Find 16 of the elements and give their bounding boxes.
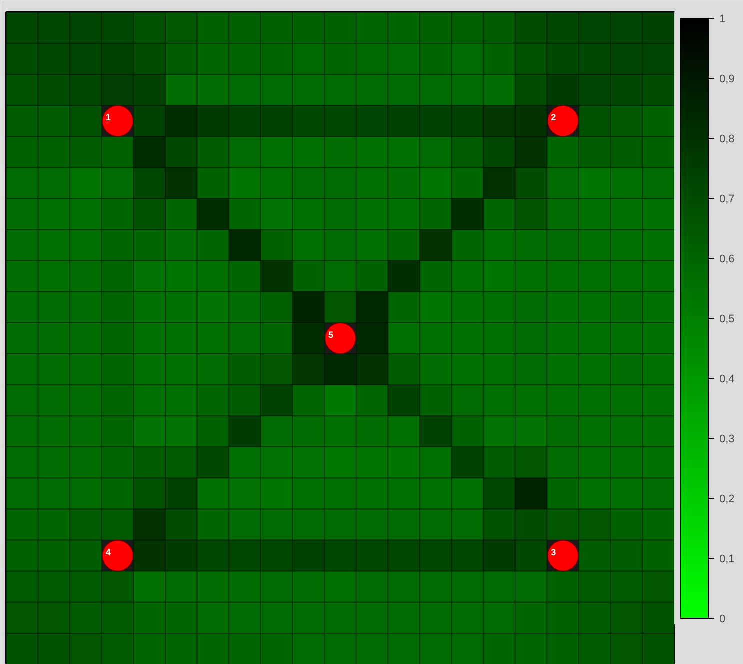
color-bar-label: 0,3 <box>720 434 735 446</box>
annotation: 2 <box>551 112 556 123</box>
annotation: 3 <box>551 547 556 558</box>
color-bar-label: 0,8 <box>720 134 735 146</box>
annotation: 4 <box>106 547 111 558</box>
color-bar-label: 0 <box>720 614 726 626</box>
color-bar-label: 0,5 <box>720 314 735 326</box>
annotation: 5 <box>328 330 334 340</box>
color-bar-label: 0,4 <box>720 374 735 386</box>
color-bar-label: 0,9 <box>720 74 735 86</box>
annotation: 1 <box>106 112 111 123</box>
color-bar-label: 1 <box>720 14 726 26</box>
color-bar-label: 0,1 <box>720 554 735 566</box>
color-bar-label: 0,6 <box>720 254 735 266</box>
color-bar-label: 0,2 <box>720 494 735 506</box>
color-bar-label: 0,7 <box>720 194 735 206</box>
